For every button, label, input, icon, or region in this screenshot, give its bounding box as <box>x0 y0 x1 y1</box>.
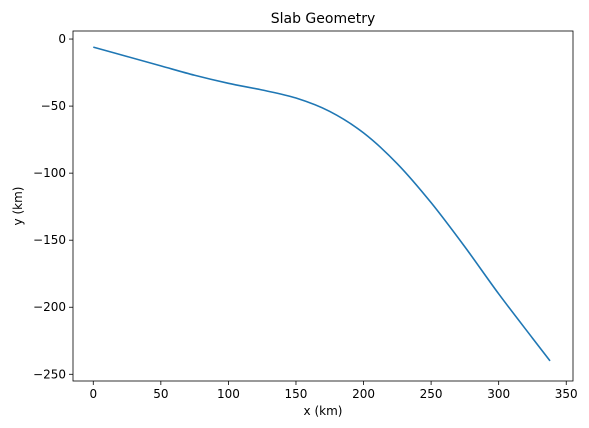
y-tick-label: −150 <box>33 233 66 247</box>
y-axis-ticks: 0 −50 −100 −150 −200 −250 <box>33 32 73 381</box>
x-tick-label: 50 <box>153 387 168 401</box>
series-line <box>93 46 551 362</box>
y-axis-label: y (km) <box>11 187 25 226</box>
y-tick-label: −50 <box>41 99 66 113</box>
x-axis-label: x (km) <box>304 404 343 418</box>
x-tick-label: 150 <box>285 387 308 401</box>
x-tick-label: 350 <box>555 387 578 401</box>
y-tick-label: −100 <box>33 166 66 180</box>
y-tick-label: 0 <box>58 32 66 46</box>
y-tick-label: −200 <box>33 300 66 314</box>
y-tick-label: −250 <box>33 367 66 381</box>
plot-frame <box>72 30 574 382</box>
x-tick-label: 200 <box>352 387 375 401</box>
x-axis-ticks: 0 50 100 150 200 250 300 350 <box>89 381 578 401</box>
x-tick-label: 300 <box>487 387 510 401</box>
x-tick-label: 100 <box>217 387 240 401</box>
chart-title: Slab Geometry <box>271 11 376 27</box>
x-tick-label: 250 <box>420 387 443 401</box>
x-tick-label: 0 <box>89 387 97 401</box>
